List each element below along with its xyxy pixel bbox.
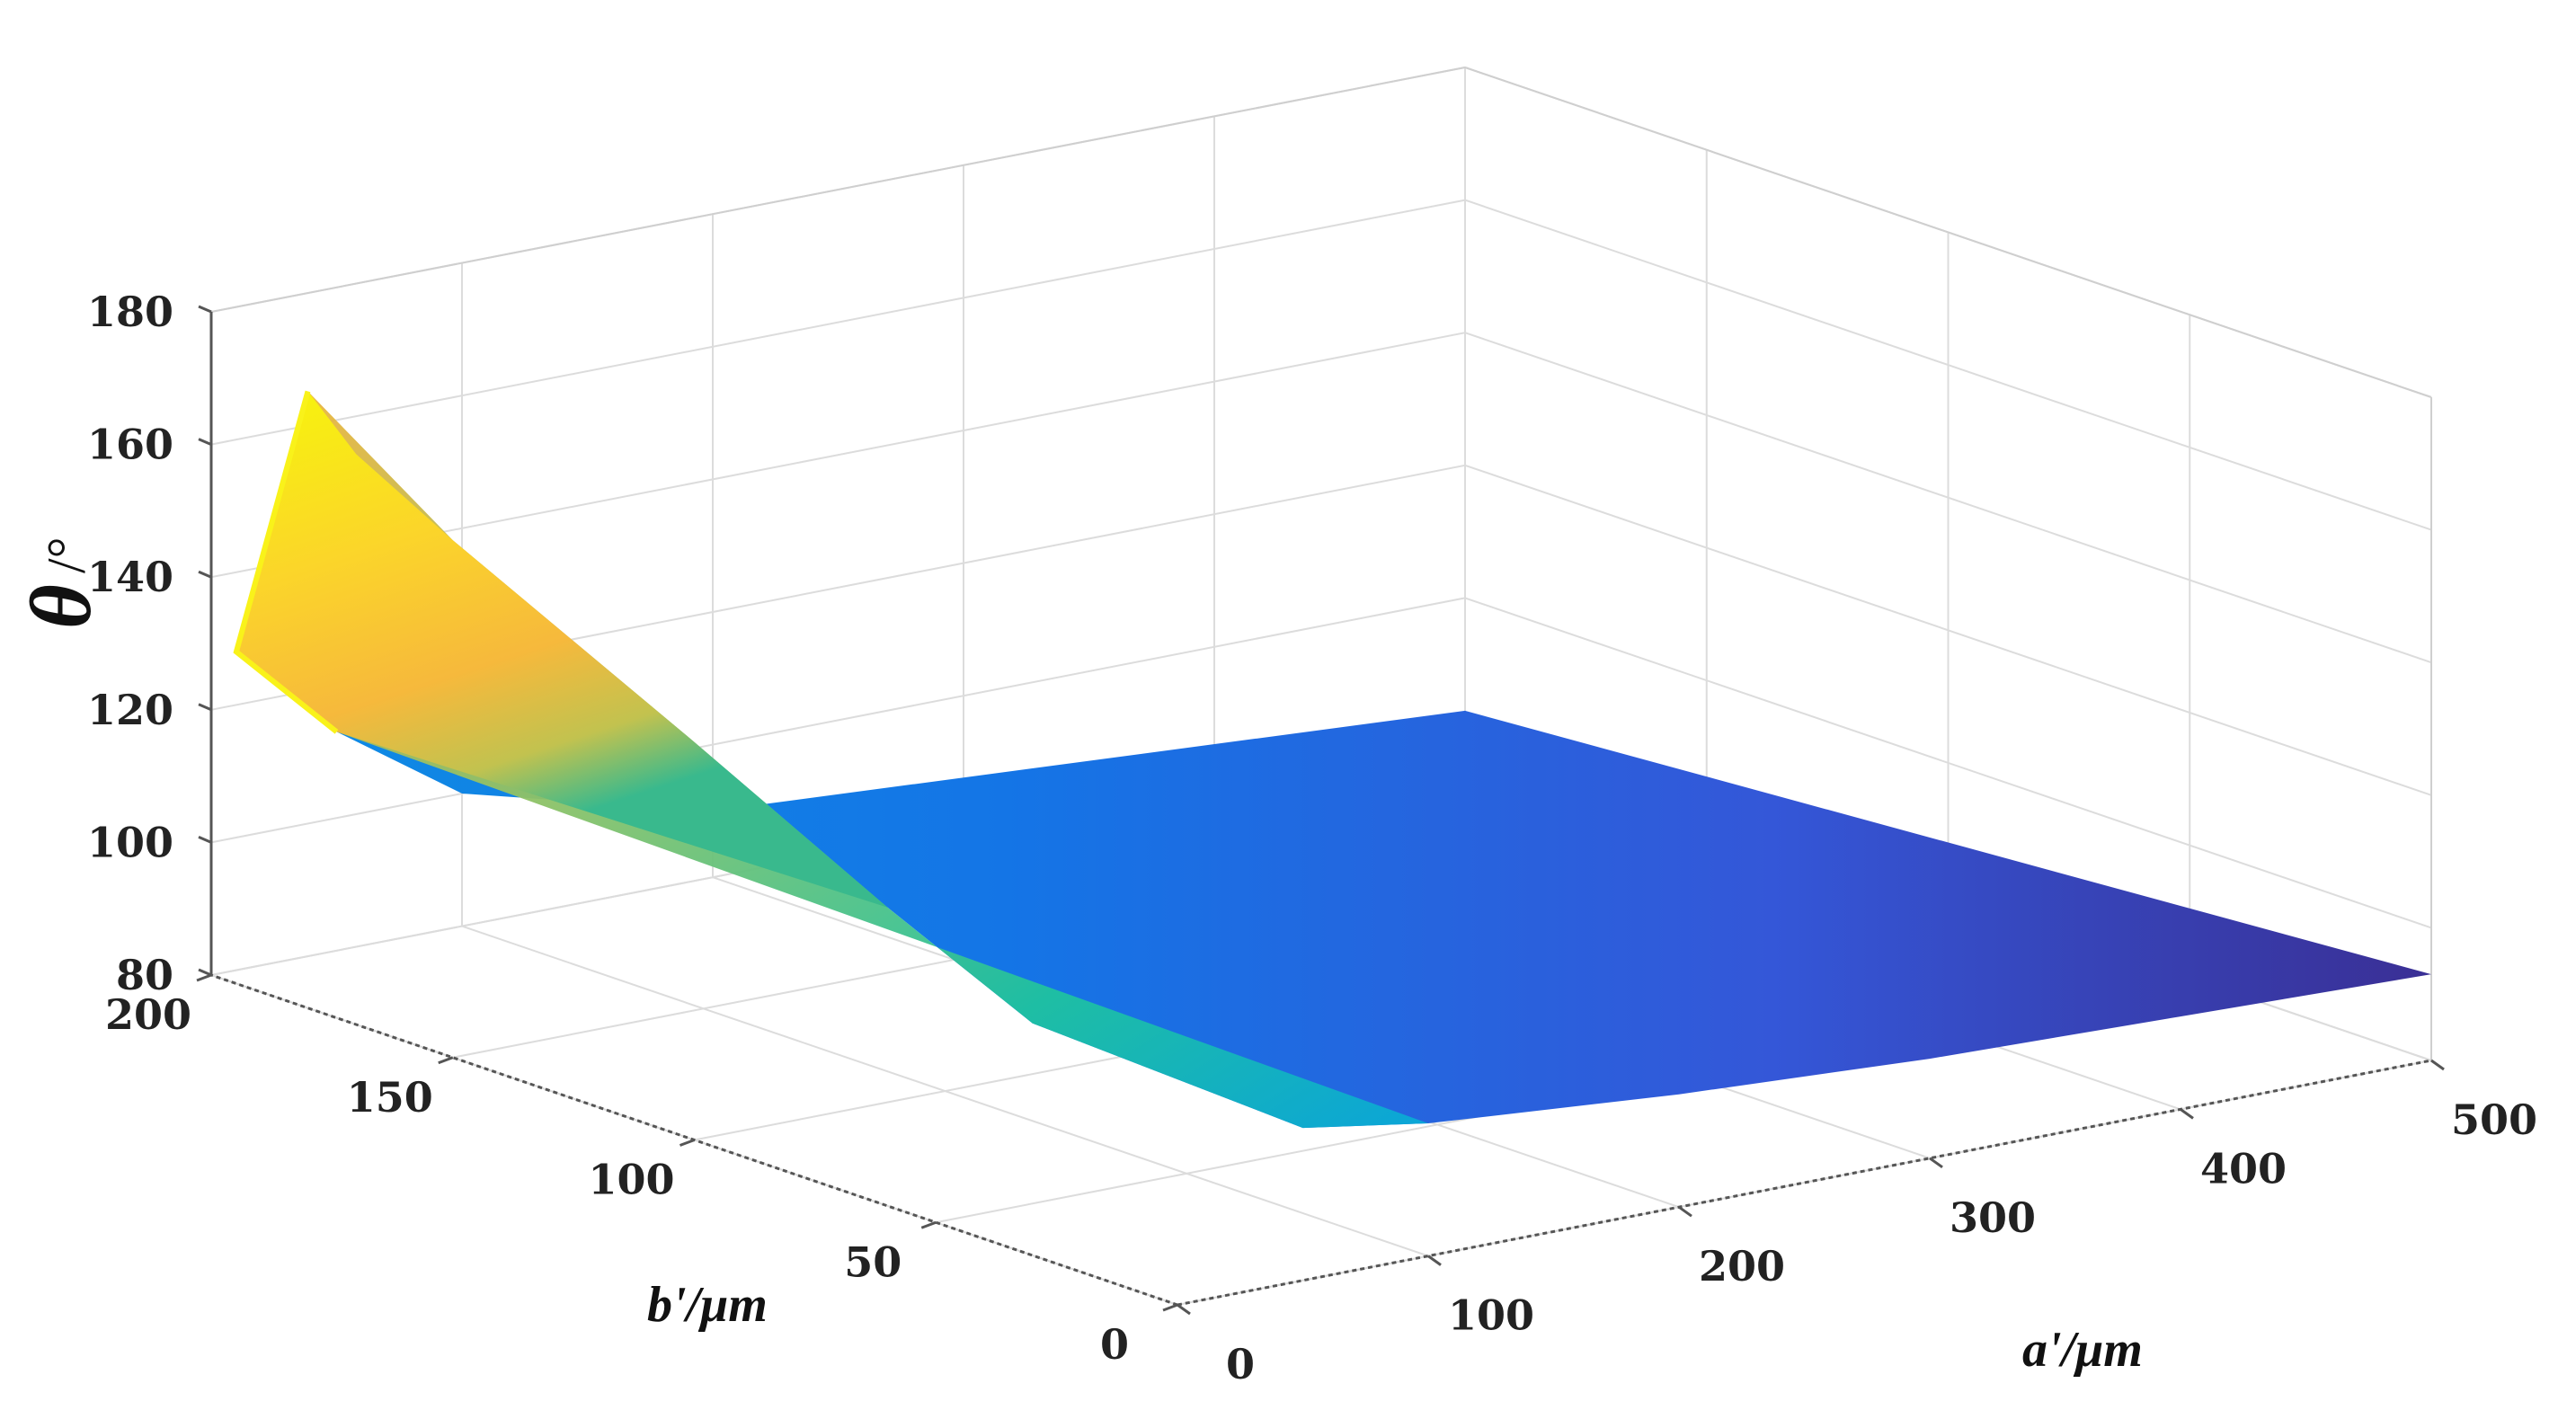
- backwall-gridline-z: [210, 199, 1466, 446]
- b-tick: [196, 973, 212, 982]
- surface-ridge-edge: [233, 390, 339, 734]
- a-tick-label: 200: [1699, 1242, 1785, 1290]
- backwall-gridline-z: [210, 597, 1466, 844]
- theta-tick-label: 100: [87, 818, 173, 866]
- sidewall-gridline-z: [1464, 597, 2432, 929]
- box-edge: [210, 67, 1466, 313]
- a-axis-line: [1177, 1059, 2432, 1307]
- a-tick: [2430, 1059, 2445, 1071]
- label-layer: 0100200300400500050100150200801001201401…: [13, 288, 2537, 1388]
- theta-tick: [198, 836, 212, 844]
- a-tick-label: 0: [1226, 1340, 1255, 1388]
- surface-layer: [233, 390, 2432, 1129]
- a-tick-label: 500: [2451, 1095, 2537, 1144]
- theta-tick-label: 80: [116, 951, 173, 999]
- a-tick-label: 100: [1448, 1291, 1534, 1340]
- surface-ridge-band: [235, 391, 888, 908]
- box-edge: [1464, 67, 2432, 398]
- b-tick: [1162, 1303, 1178, 1312]
- axes-layer: [196, 305, 2445, 1316]
- surface-main-sheet: [235, 652, 2432, 1129]
- theta-tick: [198, 438, 212, 446]
- a-tick: [1929, 1157, 1943, 1169]
- b-tick-label: 100: [588, 1156, 674, 1204]
- theta-axis-label-group: θ /°: [13, 537, 109, 629]
- theta-tick: [198, 968, 212, 977]
- theta-axis-label: θ: [13, 584, 109, 629]
- b-tick: [920, 1220, 937, 1229]
- a-tick: [1427, 1255, 1442, 1266]
- theta-tick-label: 180: [87, 288, 173, 336]
- b-axis-label: b'/μm: [647, 1277, 768, 1333]
- a-tick: [1678, 1205, 1692, 1218]
- a-tick: [1177, 1303, 1191, 1316]
- theta-tick-label: 140: [87, 553, 173, 601]
- a-tick-label: 400: [2200, 1144, 2287, 1193]
- theta-tick: [198, 570, 212, 579]
- theta-tick-label: 160: [87, 421, 173, 469]
- theta-tick: [198, 305, 212, 314]
- b-tick-label: 200: [105, 990, 191, 1039]
- b-tick: [679, 1139, 696, 1147]
- b-tick-label: 50: [844, 1237, 902, 1286]
- sidewall-gridline-z: [1464, 199, 2432, 531]
- theta-tick: [198, 703, 212, 712]
- a-axis-label: a'/μm: [2022, 1322, 2143, 1378]
- b-tick-label: 0: [1100, 1320, 1129, 1369]
- theta-tick-label: 120: [87, 686, 173, 734]
- sidewall-gridline-z: [1464, 464, 2432, 796]
- a-tick-label: 300: [1950, 1193, 2036, 1242]
- b-tick-label: 150: [347, 1073, 433, 1122]
- b-tick: [438, 1056, 454, 1065]
- theta-axis-unit: /°: [37, 537, 96, 573]
- a-tick: [2180, 1108, 2194, 1120]
- sidewall-gridline-z: [1464, 332, 2432, 664]
